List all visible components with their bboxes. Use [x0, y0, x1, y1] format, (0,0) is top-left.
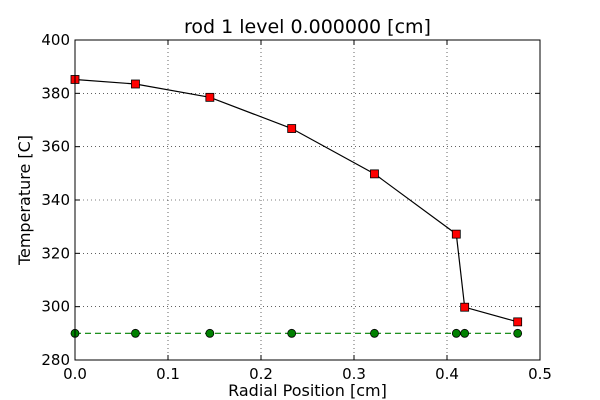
x-tick-label: 0.3	[342, 365, 366, 383]
x-tick-label: 0.4	[435, 365, 459, 383]
series-2-point	[451, 328, 461, 338]
series-1-point	[370, 169, 379, 179]
x-axis-label: Radial Position [cm]	[228, 381, 387, 400]
series-1-point	[131, 79, 140, 89]
axis-ticks: 0.0 0.1 0.2 0.3 0.4 0.5 280 300 320 340 360 380 400	[41, 31, 552, 383]
y-tick-label: 320	[41, 244, 70, 262]
y-tick-label: 280	[41, 351, 70, 369]
y-tick-label: 360	[41, 138, 70, 156]
y-tick-label: 380	[41, 84, 70, 102]
series-2-point	[131, 328, 140, 338]
series-1-line	[74, 78, 518, 323]
series-group	[70, 75, 523, 338]
series-2-point	[205, 328, 215, 338]
series-2-point	[287, 328, 297, 338]
x-tick-label: 0.2	[249, 365, 273, 383]
y-tick-label: 340	[41, 191, 70, 209]
series-1-point	[205, 92, 215, 102]
y-axis-label: Temperature [C]	[15, 135, 34, 266]
series-1-point	[287, 124, 297, 133]
grid-lines	[75, 40, 540, 360]
x-tick-label: 0.1	[156, 365, 180, 383]
series-2-point	[370, 328, 379, 338]
x-tick-label: 0.0	[63, 365, 87, 383]
y-tick-label: 400	[41, 31, 70, 49]
y-tick-label: 300	[41, 298, 70, 316]
series-1-point	[460, 302, 470, 312]
chart-title: rod 1 level 0.000000 [cm]	[184, 16, 431, 38]
x-tick-label: 0.5	[528, 365, 552, 383]
series-1-point	[513, 317, 523, 327]
series-1-point	[451, 229, 461, 239]
series-2-point	[513, 328, 523, 338]
series-2-point	[460, 328, 470, 338]
